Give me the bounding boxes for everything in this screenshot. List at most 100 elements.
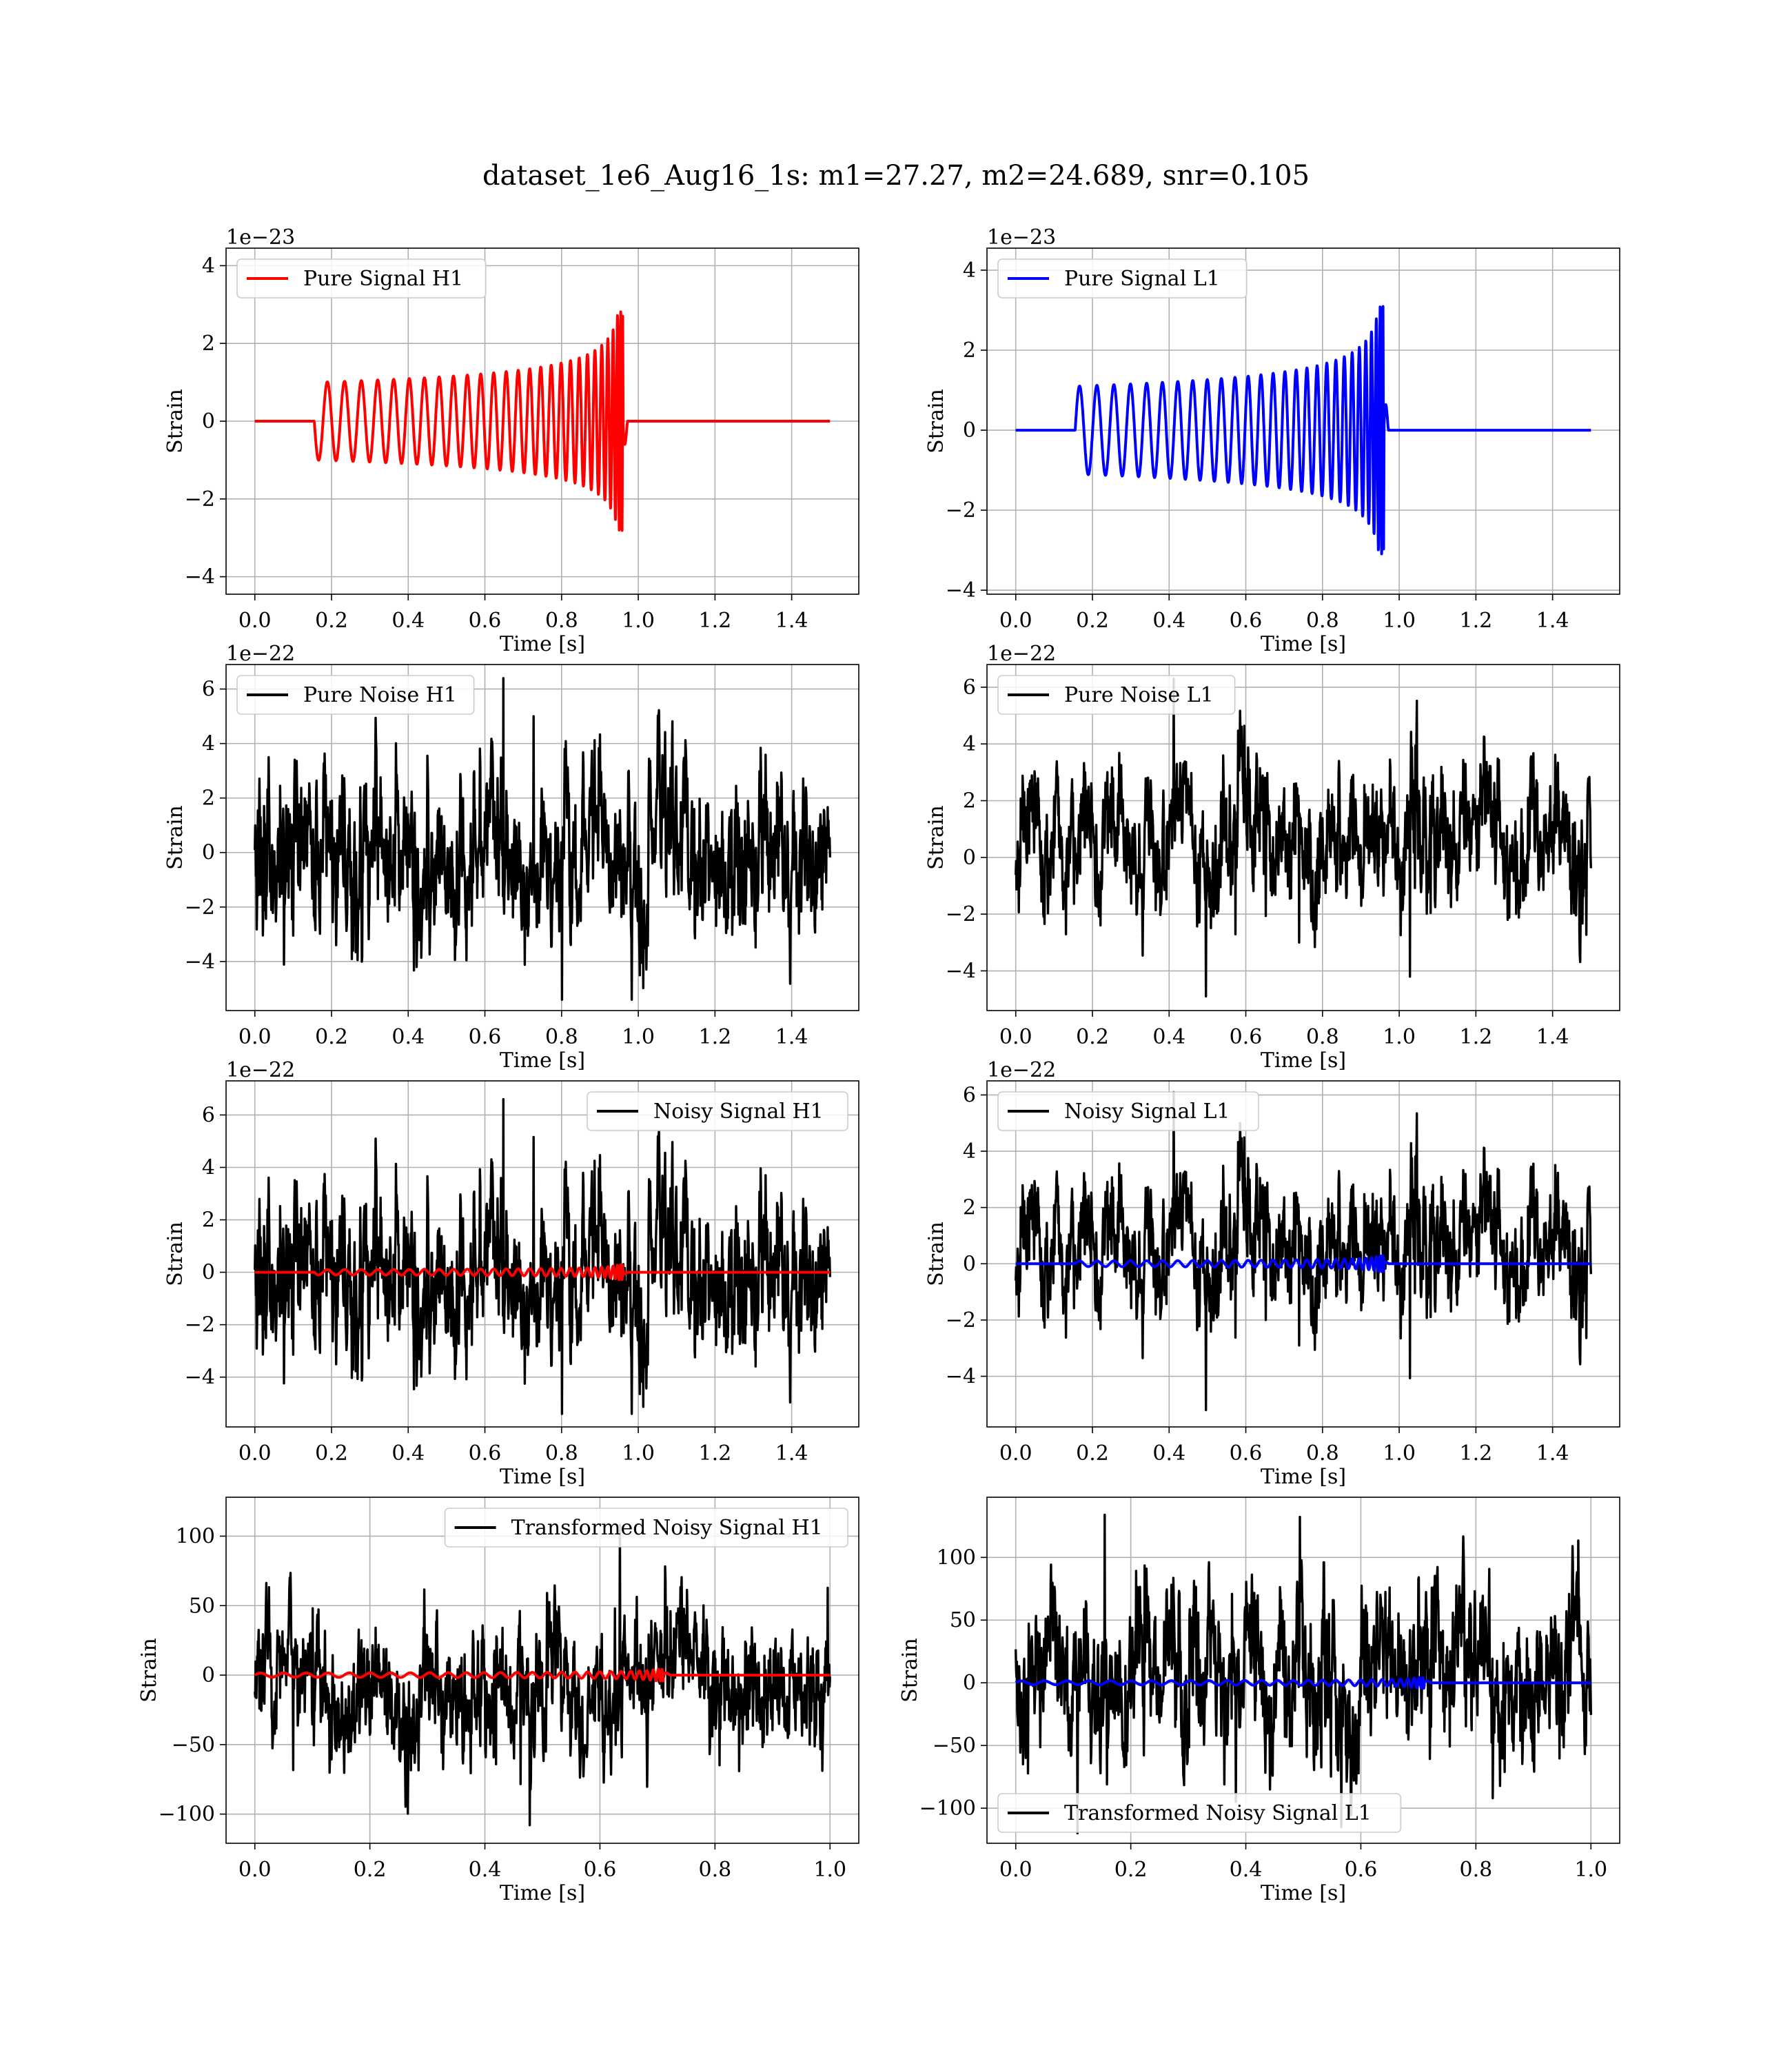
- y-tick-label: 50: [189, 1594, 215, 1618]
- x-tick-label: 0.2: [1076, 1025, 1109, 1049]
- x-tick-label: 0.0: [238, 1025, 272, 1049]
- y-tick-label: 6: [963, 1083, 976, 1107]
- axis-offset-label: 1e−22: [226, 642, 295, 666]
- y-tick-label: 2: [202, 787, 215, 811]
- y-tick-label: 0: [202, 1261, 215, 1285]
- x-tick-label: 0.6: [1345, 1858, 1378, 1882]
- y-tick-label: 0: [963, 418, 976, 443]
- y-axis-label: Strain: [924, 805, 948, 870]
- x-tick-label: 1.2: [699, 609, 732, 633]
- axis-offset-label: 1e−22: [987, 1058, 1056, 1082]
- plot-area: [254, 1097, 831, 1415]
- legend-box: [997, 258, 1248, 298]
- legend-box: [997, 1793, 1402, 1833]
- legend: Noisy Signal H1: [587, 1091, 848, 1131]
- legend: Transformed Noisy Signal L1: [997, 1793, 1402, 1833]
- x-tick-label: 0.6: [1230, 1441, 1263, 1466]
- chart-pure-signal-l1: 0.0 0.2 0.4 0.6 0.8 1.0 1.2 1.4 −4 −2 0 2 4 Time [s] S…: [924, 225, 1620, 656]
- x-tick-label: 0.4: [1152, 1441, 1185, 1466]
- plot-area: [254, 310, 831, 532]
- legend-label: Pure Noise H1: [303, 683, 457, 707]
- x-tick-label: 0.2: [1114, 1858, 1148, 1882]
- x-tick-label: 0.8: [1306, 609, 1339, 633]
- x-axis-label: Time [s]: [1261, 1465, 1346, 1489]
- y-tick-label: −50: [172, 1733, 215, 1757]
- x-tick-label: 1.2: [1460, 609, 1493, 633]
- chart-transformed-noisy-signal-h1: 0.0 0.2 0.4 0.6 0.8 1.0 −100 −50 0 50 100 Time [s] S…: [137, 1497, 859, 1905]
- x-tick-label: 0.0: [999, 1858, 1032, 1882]
- chart-noisy-signal-h1: 0.0 0.2 0.4 0.6 0.8 1.0 1.2 1.4 −4 −2 0 2 4 6 Time [s]…: [163, 1058, 859, 1489]
- x-axis-label: Time [s]: [500, 632, 585, 656]
- series-line-chirp-overlay: [1015, 1254, 1592, 1273]
- x-tick-label: 0.8: [545, 1025, 578, 1049]
- axis-offset-label: 1e−22: [226, 1058, 295, 1082]
- series-line-pure-noise-l1: [1015, 677, 1592, 998]
- y-tick-label: 100: [176, 1524, 215, 1548]
- x-tick-label: 0.6: [469, 1441, 502, 1466]
- y-tick-label: −4: [185, 950, 215, 974]
- x-tick-label: 1.0: [622, 609, 655, 633]
- x-tick-label: 0.8: [545, 1441, 578, 1466]
- x-tick-label: 1.4: [775, 1441, 808, 1466]
- y-axis-label: Strain: [163, 389, 187, 454]
- y-tick-label: 4: [963, 1139, 976, 1164]
- y-axis-label: Strain: [924, 1221, 948, 1286]
- y-tick-label: 4: [963, 258, 976, 283]
- legend-box: [236, 675, 475, 715]
- x-tick-label: 0.0: [999, 1441, 1032, 1466]
- x-tick-label: 0.6: [1230, 609, 1263, 633]
- x-tick-label: 0.4: [391, 1441, 425, 1466]
- axes-frame: [986, 664, 1620, 1011]
- x-tick-label: 0.4: [1152, 609, 1185, 633]
- x-tick-label: 0.0: [238, 1858, 272, 1882]
- series-line-pure-signal-h1: [254, 310, 831, 532]
- legend-box: [236, 258, 487, 298]
- y-tick-label: 4: [202, 732, 215, 756]
- y-tick-label: 0: [202, 409, 215, 434]
- x-tick-label: 1.2: [699, 1025, 732, 1049]
- axis-offset-label: 1e−23: [987, 225, 1056, 250]
- y-tick-label: 0: [963, 1671, 976, 1695]
- plot-area: [1015, 677, 1592, 998]
- x-tick-label: 1.0: [622, 1025, 655, 1049]
- y-tick-label: 4: [202, 1156, 215, 1180]
- plot-area: [254, 1523, 831, 1827]
- legend-label: Transformed Noisy Signal H1: [511, 1516, 823, 1540]
- y-tick-label: −2: [946, 902, 976, 926]
- axes-frame: [986, 1080, 1620, 1428]
- y-axis-label: Strain: [898, 1638, 922, 1703]
- x-axis-label: Time [s]: [1261, 1881, 1346, 1905]
- y-tick-label: −50: [933, 1734, 976, 1758]
- x-tick-label: 0.6: [1230, 1025, 1263, 1049]
- y-tick-label: 50: [950, 1608, 976, 1632]
- x-tick-label: 1.0: [1383, 1025, 1416, 1049]
- x-tick-label: 0.0: [238, 1441, 272, 1466]
- y-tick-label: 6: [202, 1103, 215, 1127]
- legend-label: Transformed Noisy Signal L1: [1064, 1801, 1372, 1825]
- y-tick-label: 2: [202, 332, 215, 356]
- y-tick-label: 6: [963, 676, 976, 700]
- x-tick-label: 1.0: [1383, 1441, 1416, 1466]
- x-tick-label: 0.2: [315, 1441, 348, 1466]
- chart-transformed-noisy-signal-l1: 0.0 0.2 0.4 0.6 0.8 1.0 −100 −50 0 50 100 Time [s] S…: [898, 1497, 1620, 1905]
- y-tick-label: 4: [963, 732, 976, 756]
- x-tick-label: 0.4: [391, 609, 425, 633]
- legend-label: Noisy Signal L1: [1064, 1099, 1230, 1124]
- y-axis-label: Strain: [137, 1638, 161, 1703]
- series-line-chirp-overlay: [254, 1667, 831, 1683]
- x-tick-label: 1.4: [775, 609, 808, 633]
- y-tick-label: 6: [202, 678, 215, 702]
- series-line-pure-noise-h1: [254, 677, 831, 1001]
- plot-area: [254, 677, 831, 1001]
- y-tick-label: −2: [185, 895, 215, 920]
- y-tick-label: −4: [185, 1366, 215, 1390]
- x-tick-label: 0.8: [1460, 1858, 1493, 1882]
- x-axis-label: Time [s]: [500, 1048, 585, 1073]
- x-axis-label: Time [s]: [500, 1881, 585, 1905]
- legend-label: Pure Signal H1: [303, 267, 463, 291]
- y-tick-label: −100: [919, 1796, 976, 1821]
- x-tick-label: 1.0: [1383, 609, 1416, 633]
- x-tick-label: 0.8: [699, 1858, 732, 1882]
- figure-title: dataset_1e6_Aug16_1s: m1=27.27, m2=24.68…: [482, 160, 1310, 192]
- axis-offset-label: 1e−22: [987, 642, 1056, 666]
